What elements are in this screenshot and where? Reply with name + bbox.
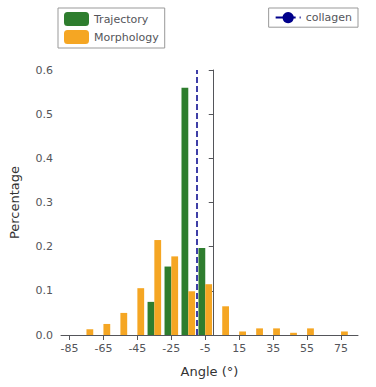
svg-text:Trajectory: Trajectory <box>93 13 149 26</box>
svg-text:0.4: 0.4 <box>36 152 54 165</box>
svg-text:Percentage: Percentage <box>7 166 22 239</box>
svg-text:0.5: 0.5 <box>36 108 54 121</box>
svg-text:-5: -5 <box>200 342 211 355</box>
svg-text:0.2: 0.2 <box>36 240 54 253</box>
svg-text:Angle (°): Angle (°) <box>181 364 239 379</box>
svg-text:-25: -25 <box>162 342 180 355</box>
svg-text:55: 55 <box>300 342 314 355</box>
svg-text:0.3: 0.3 <box>36 196 54 209</box>
svg-text:0.0: 0.0 <box>36 329 54 342</box>
svg-text:35: 35 <box>266 342 280 355</box>
svg-text:15: 15 <box>232 342 246 355</box>
svg-text:-85: -85 <box>61 342 79 355</box>
svg-text:-65: -65 <box>94 342 112 355</box>
svg-text:collagen: collagen <box>306 11 352 24</box>
svg-text:0.6: 0.6 <box>36 64 54 77</box>
svg-text:0.1: 0.1 <box>36 284 54 297</box>
svg-text:-45: -45 <box>128 342 146 355</box>
svg-text:Morphology: Morphology <box>94 31 159 44</box>
svg-text:75: 75 <box>334 342 348 355</box>
